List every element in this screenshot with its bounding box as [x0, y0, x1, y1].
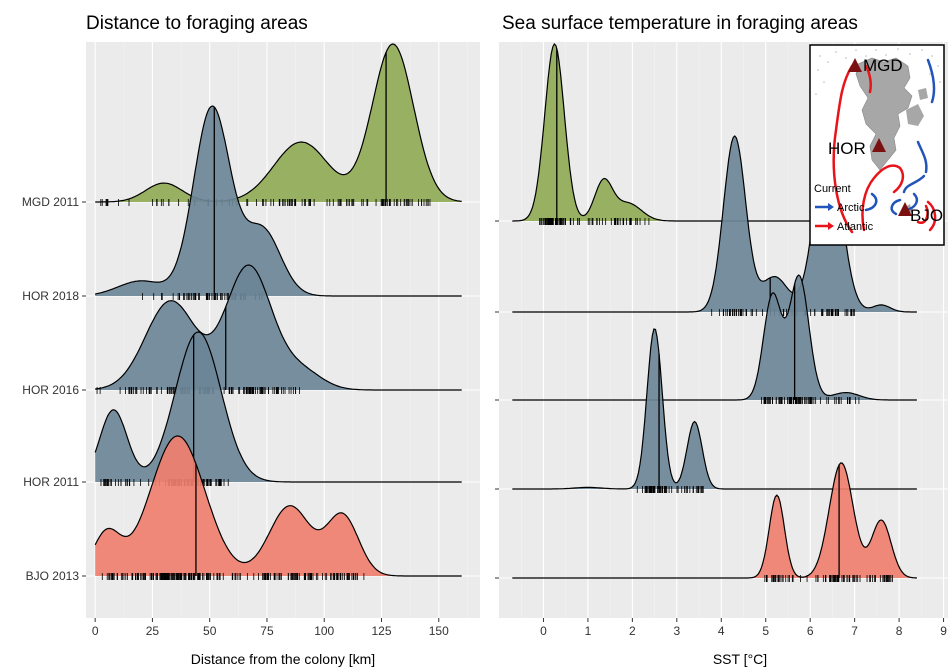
ridge-hor-2011: [512, 328, 917, 493]
left-panel-title: Distance to foraging areas: [86, 13, 308, 34]
ridge-mgd-2011: [512, 42, 917, 225]
ridge-bjo-2013: [512, 462, 917, 582]
left-ridges: [94, 43, 462, 580]
barentsoya-island: [918, 88, 928, 100]
x-tick-label: 25: [146, 624, 160, 638]
map-stipple: [815, 48, 941, 95]
ridge-outline-hor-2016: [512, 274, 917, 401]
ridge-outline-hor-2016: [95, 264, 462, 391]
colony-marker-hor: [872, 138, 886, 152]
ridge-area-hor-2018: [512, 136, 917, 312]
ridge-area-bjo-2013: [512, 463, 917, 578]
y-tick-label-hor-2011: HOR 2011: [23, 475, 79, 489]
ridge-area-mgd-2011: [512, 44, 917, 221]
x-tick-label: 0: [92, 624, 99, 638]
x-tick-label: 100: [314, 624, 334, 638]
map-legend-arctic-arrowhead: [828, 203, 834, 211]
map-legend-atlantic-label: Atlantic: [837, 221, 874, 233]
ridge-outline-hor-2011: [94, 331, 462, 483]
x-tick-label: 5: [762, 624, 769, 638]
right-y-axis: [495, 220, 499, 579]
ridge-outline-bjo-2013: [512, 462, 917, 579]
right-x-axis: 0 1 2 3 4 5 6 7 8 9: [540, 618, 947, 638]
rug-hor-2016: [761, 397, 860, 404]
map-legend-arctic-label: Arctic: [837, 202, 865, 214]
y-tick-label-bjo-2013: BJO 2013: [26, 569, 80, 583]
ridge-outline-hor-2018: [95, 105, 462, 297]
x-tick-label: 75: [260, 624, 274, 638]
rug-hor-2011: [636, 486, 704, 493]
ridge-area-mgd-2011: [95, 44, 462, 202]
x-tick-label: 0: [540, 624, 547, 638]
ridge-outline-bjo-2013: [94, 435, 462, 577]
colony-marker-bjo: [898, 202, 912, 216]
x-tick-label: 8: [896, 624, 903, 638]
right-x-axis-label: SST [°C]: [713, 651, 767, 667]
x-tick-label: 4: [718, 624, 725, 638]
rug-bjo-2013: [101, 573, 365, 580]
left-panel: MGD 2011 HOR 2018 HOR 2016 HOR 2011 BJO 2013…: [22, 42, 480, 667]
map-label-bjo: BJO: [910, 206, 943, 225]
y-tick-label-mgd-2011: MGD 2011: [22, 195, 79, 209]
left-y-axis: MGD 2011 HOR 2018 HOR 2016 HOR 2011 BJO 2013: [22, 195, 86, 583]
x-tick-label: 3: [673, 624, 680, 638]
edgeoya-island: [906, 104, 924, 126]
ridge-area-hor-2018: [95, 106, 462, 296]
ridge-hor-2016: [512, 274, 917, 404]
ridge-outline-hor-2018: [512, 135, 917, 313]
map-label-mgd: MGD: [863, 56, 903, 75]
rug-bjo-2013: [764, 575, 893, 582]
x-tick-label: 125: [371, 624, 391, 638]
x-tick-label: 7: [851, 624, 858, 638]
left-x-axis: 0 25 50 75 100 125 150: [92, 618, 449, 638]
ridge-mgd-2011: [95, 43, 462, 206]
y-tick-label-hor-2018: HOR 2018: [22, 289, 79, 303]
x-tick-label: 6: [807, 624, 814, 638]
map-legend-title: Current: [814, 183, 851, 195]
right-panel-title: Sea surface temperature in foraging area…: [502, 13, 858, 34]
right-ridges: [512, 42, 917, 582]
x-tick-label: 150: [429, 624, 449, 638]
x-tick-label: 50: [203, 624, 217, 638]
svalbard-map-inset: MGD HOR BJO Current Arctic Atlantic: [809, 44, 945, 246]
rug-hor-2018: [711, 309, 855, 316]
map-legend-atlantic-arrowhead: [828, 222, 834, 230]
x-tick-label: 1: [585, 624, 592, 638]
colony-marker-mgd: [848, 58, 862, 72]
ridge-area-bjo-2013: [95, 436, 462, 576]
atlantic-current-arrows: [832, 64, 937, 234]
map-label-hor: HOR: [828, 139, 866, 158]
ridge-bjo-2013: [94, 435, 462, 580]
y-tick-label-hor-2016: HOR 2016: [22, 383, 79, 397]
ridge-outline-mgd-2011: [95, 43, 462, 203]
x-tick-label: 9: [940, 624, 947, 638]
rug-mgd-2011: [100, 199, 431, 206]
left-x-axis-label: Distance from the colony [km]: [191, 651, 375, 667]
x-tick-label: 2: [629, 624, 636, 638]
rug-mgd-2011: [539, 218, 650, 225]
